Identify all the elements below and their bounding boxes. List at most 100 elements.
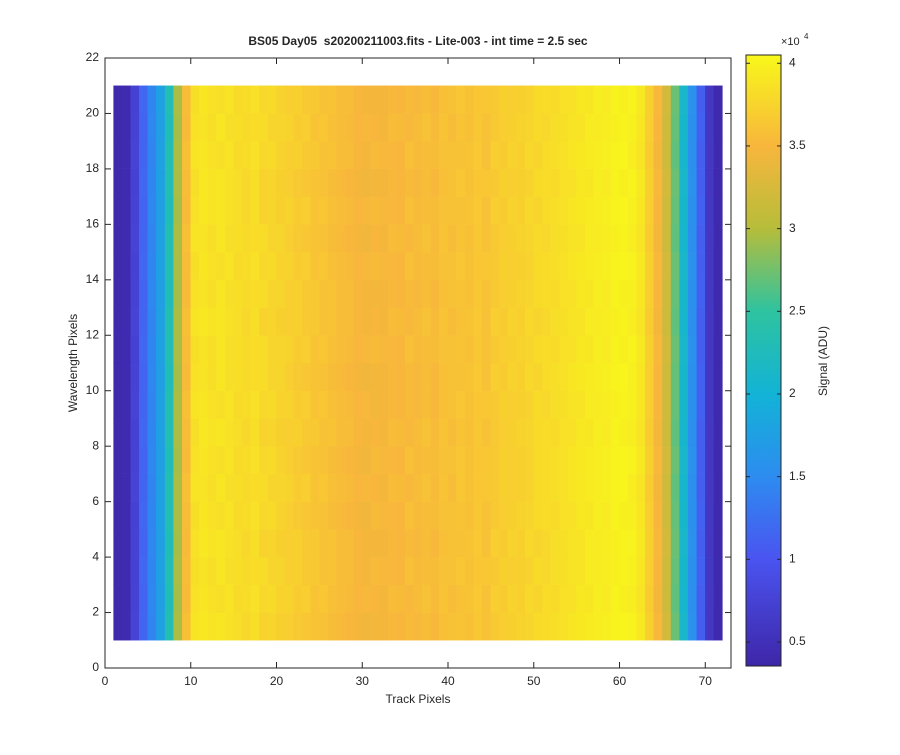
x-tick-label: 50 [527,674,541,688]
heatmap-cell [464,335,474,364]
heatmap-cell [147,445,157,475]
heatmap-cell [687,390,697,419]
heatmap-cell [430,224,440,253]
heatmap-cell [302,196,312,225]
heatmap-cell [250,445,260,475]
heatmap-cell [713,168,723,197]
heatmap-cell [199,224,209,253]
heatmap-cell [250,556,260,586]
heatmap-cell [687,445,697,475]
heatmap-cell [327,85,337,114]
heatmap-cell [344,445,354,475]
heatmap-cell [576,362,586,391]
heatmap-cell [524,362,534,391]
heatmap-cell [559,556,569,586]
heatmap-cell [653,251,663,281]
heatmap-cell [242,140,251,170]
heatmap-cell [627,445,637,475]
heatmap-cell [593,307,603,336]
heatmap-cell [164,140,174,170]
heatmap-cell [199,85,209,114]
heatmap-cell [387,556,397,586]
heatmap-cell [242,279,251,308]
heatmap-cell [670,140,680,170]
heatmap-cell [387,362,397,391]
heatmap-cell [224,445,234,475]
heatmap-cell [576,556,586,586]
heatmap-cell [679,85,689,114]
heatmap-cell [670,584,680,613]
heatmap-cell [276,473,286,502]
heatmap-cell [593,556,603,586]
heatmap-cell [396,140,406,170]
heatmap-cell [619,140,629,170]
heatmap-cell [653,529,663,558]
heatmap-cell [602,418,612,447]
heatmap-cell [276,279,286,308]
heatmap-cell [224,612,234,641]
heatmap-cell [164,224,174,253]
heatmap-cell [705,473,715,502]
heatmap-cell [216,196,226,225]
heatmap-cell [147,362,157,391]
heatmap-cell [593,612,603,641]
heatmap-cell [121,418,131,447]
heatmap-cell [207,307,217,336]
heatmap-cell [379,335,389,364]
heatmap-cell [499,584,509,613]
heatmap-cell [302,390,312,419]
heatmap-cell [550,612,560,641]
heatmap-cell [336,168,346,197]
heatmap-cell [336,335,346,364]
heatmap-cell [284,307,294,336]
heatmap-cell [422,390,432,419]
heatmap-cell [362,445,372,475]
heatmap-cell [344,279,354,308]
heatmap-cell [533,473,543,502]
heatmap-cell [696,529,706,558]
heatmap-cell [156,390,166,419]
heatmap-cell [387,307,397,336]
heatmap-cell [156,529,166,558]
heatmap-cell [362,335,372,364]
heatmap-cell [259,445,269,475]
heatmap-cell [713,113,723,142]
heatmap-cell [250,85,260,114]
heatmap-cell [267,168,277,197]
heatmap-cell [164,473,174,502]
heatmap-cell [319,224,329,253]
heatmap-cell [147,140,157,170]
heatmap-cell [627,140,637,170]
heatmap-cell [516,584,526,613]
heatmap-cell [516,390,526,419]
heatmap-cell [224,556,234,586]
heatmap-cell [507,529,517,558]
heatmap-cell [181,196,191,225]
heatmap-cell [516,168,526,197]
heatmap-cell [190,168,200,197]
heatmap-cell [679,556,689,586]
heatmap-cell [430,335,440,364]
heatmap-cell [113,251,123,281]
heatmap-cell [602,168,612,197]
heatmap-cell [379,196,389,225]
heatmap-cell [319,251,329,281]
heatmap-cell [302,584,312,613]
heatmap-cell [507,473,517,502]
heatmap-cell [121,251,131,281]
heatmap-cell [662,196,672,225]
heatmap-cell [233,224,243,253]
heatmap-cell [593,251,603,281]
heatmap-cell [593,418,603,447]
heatmap-cell [636,335,646,364]
heatmap-cell [216,390,226,419]
heatmap-cell [670,113,680,142]
heatmap-cell [576,501,586,530]
heatmap-cell [336,473,346,502]
heatmap-cell [430,362,440,391]
heatmap-cell [473,556,483,586]
heatmap-cell [490,224,500,253]
heatmap-cell [542,279,552,308]
heatmap-cell [113,362,123,391]
heatmap-cell [130,445,140,475]
